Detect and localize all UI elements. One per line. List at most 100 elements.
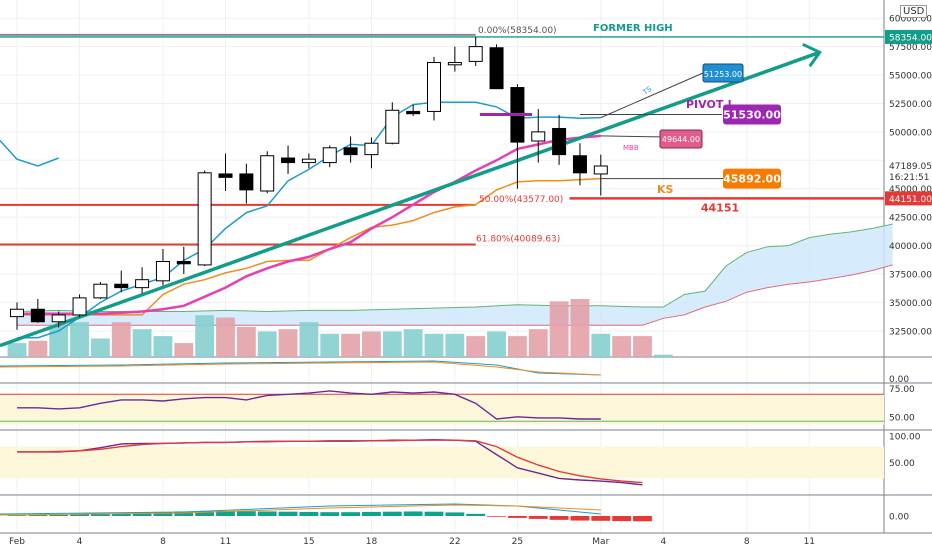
macd-hist-bar (591, 516, 611, 521)
macd-hist-bar (403, 511, 423, 516)
macd-hist-bar (633, 516, 652, 522)
time-axis: Feb 4 8 11 15 18 22 25 Mar 4 8 11 (9, 537, 815, 547)
macd-hist-bar (236, 511, 256, 516)
rsi-tick-label: 50.00 (889, 413, 915, 423)
volume-bar (49, 324, 69, 357)
fib-0-label: 0.00%(58354.00) (478, 26, 557, 36)
price-tick-label: 50000.00 (889, 128, 932, 138)
ts-value-box (702, 63, 744, 83)
time-tick-label: 15 (303, 537, 314, 547)
rsi-band (0, 394, 884, 425)
volume-bar (299, 322, 319, 357)
time-tick-label: 11 (220, 537, 231, 547)
macd-hist-bar (28, 515, 48, 516)
candle-body (72, 297, 87, 316)
macd-hist-bar (612, 516, 632, 522)
price-tick-label: 60000.00 (889, 15, 932, 25)
fib-618-label: 61.80%(40089.63) (476, 235, 560, 245)
volume-bar (382, 331, 402, 357)
support-price-tag: 44151.00 (889, 195, 932, 205)
annotations: 0.00%(58354.00) 50.00%(43577.00) 61.80%(40… (476, 23, 781, 245)
candle-body (364, 142, 379, 156)
stoch-tick-label: 50.00 (889, 459, 915, 469)
volume-bar (528, 329, 548, 357)
time-tick-label: 18 (366, 537, 378, 547)
candle-body (10, 308, 24, 318)
volume-bar (549, 301, 569, 357)
macd-tick-label: 0.00 (889, 513, 909, 523)
indicator-lines (0, 42, 822, 348)
ks-value-text: 45892.00 (723, 173, 781, 186)
price-tick-label: 57500.00 (889, 43, 932, 53)
volume-bar (466, 336, 486, 357)
fib-50-label: 50.00%(43577.00) (479, 195, 563, 205)
pivot-value-box (723, 104, 781, 125)
volume-bar (153, 336, 173, 357)
candle-body (468, 46, 483, 62)
candle-body (239, 173, 254, 191)
moving-average-line (17, 134, 601, 316)
candle-body (531, 131, 546, 142)
support-price-tag-bg (885, 191, 932, 206)
macd-signal-line (0, 504, 601, 516)
price-tick-label: 52500.00 (889, 100, 932, 110)
stoch-tick-label: 100.00 (889, 433, 921, 443)
candle-body (93, 283, 108, 299)
candle-body (489, 47, 504, 90)
currency-label: USD (900, 5, 928, 18)
macd-hist-bar (7, 515, 27, 516)
candle-body (176, 260, 191, 265)
price-tick-label: 42500.00 (889, 214, 932, 224)
candle-body (343, 147, 358, 156)
time-tick-label: 11 (804, 537, 815, 547)
macd-hist-bar (487, 516, 506, 517)
volume-bar (591, 333, 611, 357)
volume-bar (403, 329, 423, 357)
macd-hist-bar (195, 511, 215, 516)
macd-hist-bar (549, 516, 569, 520)
volume-bar (132, 329, 152, 357)
volume-bar (28, 340, 48, 357)
price-tick-label: 45000.00 (889, 185, 932, 195)
time-tick-label: 8 (744, 537, 750, 547)
volume-bar (70, 322, 89, 357)
time-tick-label: 25 (512, 537, 523, 547)
macd-hist-bar (132, 512, 152, 516)
macd-hist-bar (320, 512, 340, 516)
macd-hist-bar (445, 512, 465, 516)
volume-bar (195, 315, 215, 357)
time-tick-label: 22 (449, 537, 460, 547)
candle-body (218, 173, 233, 178)
volume-bar (487, 331, 506, 357)
macd-hist-bar (528, 516, 548, 519)
macd-hist-bar (278, 511, 298, 516)
price-tick-label: 37500.00 (889, 271, 932, 281)
candle-body (114, 283, 129, 289)
price-tick-label: 40000.00 (889, 242, 932, 252)
kijun-line (17, 177, 601, 316)
mbb-value-box (659, 129, 703, 149)
last-price-label: 47189.05 (889, 162, 932, 172)
macd-hist-bar (382, 511, 402, 516)
last-price-time: 16:21:51 (889, 173, 929, 183)
mbb-label: MBB (623, 144, 639, 152)
volume-bar (236, 326, 256, 357)
candle-body (406, 110, 421, 115)
candle-body (447, 62, 462, 66)
macd-hist-bar (153, 511, 173, 516)
volume-bar (653, 354, 673, 357)
time-tick-label: 4 (660, 537, 666, 547)
pivot-label: PIVOT ! (686, 98, 732, 111)
candle-body (260, 155, 275, 192)
price-levels (0, 33, 884, 246)
macd-hist-bar (70, 514, 89, 516)
macd-hist-bar (111, 513, 131, 516)
volume-bar (424, 333, 444, 357)
ts-connector (600, 72, 704, 119)
ts-value-text: 51253.00 (704, 70, 742, 79)
macd-hist-bar (424, 511, 444, 516)
macd-line (0, 503, 601, 515)
candle-body (593, 165, 608, 175)
macd-hist-bar (90, 513, 110, 516)
